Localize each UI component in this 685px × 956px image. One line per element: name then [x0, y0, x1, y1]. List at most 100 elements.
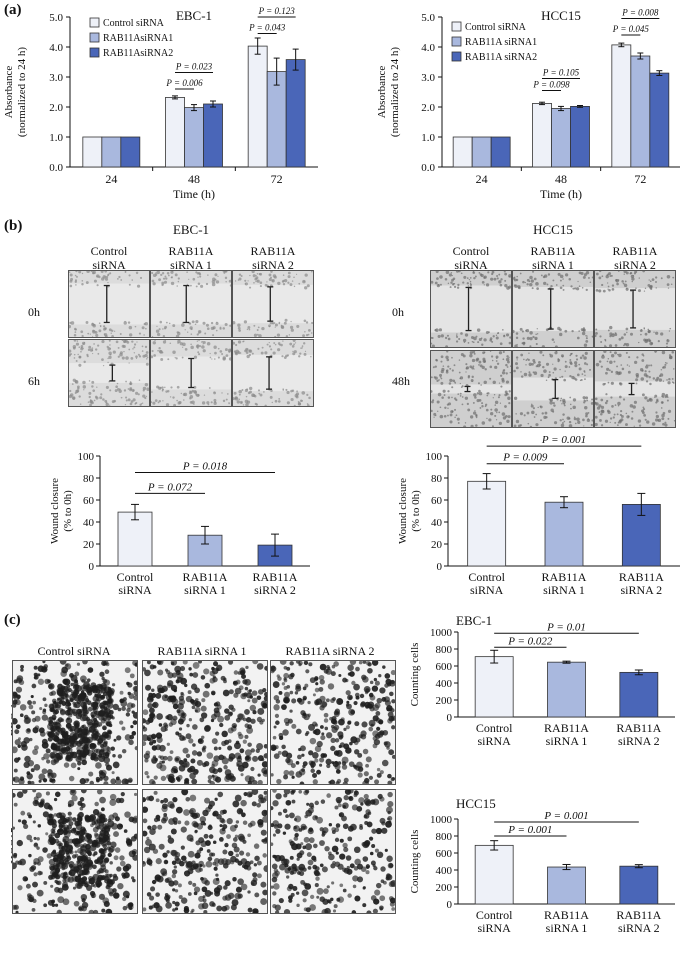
x-tick-label: RAB11A siRNA 1 [542, 570, 587, 597]
x-tick-label: 24 [105, 172, 117, 186]
y-tick-label: 2.0 [421, 102, 435, 114]
panel-b-label: (b) [4, 218, 23, 234]
wound-col-head-sirna1-ebc1: RAB11A siRNA 1 [168, 244, 214, 272]
wound-col-head-control-ebc1: Control siRNA [90, 244, 128, 272]
x-tick-label: 48 [555, 172, 567, 186]
bar [452, 136, 473, 168]
y-tick-label: 4.0 [49, 42, 63, 54]
legend-swatch [89, 32, 100, 43]
bar [285, 59, 306, 168]
invasion-image-ebc1-control [12, 660, 138, 785]
absorbance-chart-hcc15: HCC15 0.0 1.0 2.0 3.0 4.0 5.0 Absorbance (normal… [376, 8, 680, 201]
bar [490, 136, 511, 168]
x-tick-label: Control siRNA [476, 908, 513, 935]
y-tick-label: 400 [436, 865, 453, 877]
y-tick-label: 3.0 [421, 72, 435, 84]
y-tick-label: 0 [89, 561, 95, 573]
wound-image-hcc15-0h-2 [512, 270, 594, 348]
x-tick-label: RAB11A siRNA 2 [253, 570, 298, 597]
bar [117, 511, 153, 567]
y-tick-label: 1.0 [49, 132, 63, 144]
y-axis-label: Absorbance [376, 66, 388, 119]
x-tick-label: Control siRNA [476, 721, 513, 748]
wound-image-ebc1-6h-3 [232, 339, 314, 407]
p-value-label: P = 0.098 [532, 80, 570, 90]
y-axis-label: (% to 0h) [410, 490, 422, 532]
y-tick-label: 80 [431, 473, 443, 485]
x-tick-label: 48 [188, 172, 200, 186]
x-axis-label: Time (h) [173, 187, 215, 201]
absorbance-chart-ebc1: EBC-1 0.0 1.0 2.0 3.0 4.0 5.0 Absorbance (normal… [3, 6, 318, 201]
y-tick-label: 0 [447, 712, 453, 724]
y-tick-label: 1.0 [421, 132, 435, 144]
y-axis-label: Absorbance [3, 66, 15, 119]
bar [203, 103, 223, 168]
legend-label: RAB11AsiRNA2 [103, 48, 173, 59]
y-tick-label: 800 [436, 644, 453, 656]
y-tick-label: 200 [436, 882, 453, 894]
y-tick-label: 400 [436, 678, 453, 690]
p-value-label: P = 0.022 [507, 635, 553, 647]
bar [471, 136, 492, 168]
chart-title: EBC-1 [456, 613, 492, 628]
bar [547, 661, 586, 718]
y-tick-label: 2.0 [49, 102, 63, 114]
p-value-label: P = 0.123 [258, 6, 296, 16]
bar [619, 671, 659, 718]
wound-col-head-sirna2-ebc1: RAB11A siRNA 2 [250, 244, 296, 272]
bar [619, 865, 659, 905]
bar [184, 107, 204, 168]
x-tick-label: Control siRNA [117, 570, 154, 597]
wound-image-hcc15-48h-1 [430, 350, 512, 428]
y-tick-label: 60 [83, 495, 95, 507]
p-value-label: P = 0.023 [175, 62, 213, 72]
p-value-label: P = 0.01 [546, 621, 586, 633]
bar [474, 844, 514, 905]
p-value-label: P = 0.001 [543, 810, 588, 822]
invasion-col-head-sirna2: RAB11A siRNA 2 [285, 644, 375, 658]
wound-image-ebc1-0h-3 [232, 270, 314, 338]
wound-image-hcc15-48h-3 [594, 350, 676, 428]
legend-swatch [451, 51, 462, 62]
y-axis-label: Counting cells [409, 643, 421, 707]
wound-image-ebc1-0h-1 [68, 270, 150, 338]
bar [467, 480, 507, 567]
wound-col-head-sirna1-hcc15: RAB11A siRNA 1 [530, 244, 576, 272]
wound-row-head-6h-ebc1: 6h [28, 374, 40, 388]
y-axis-label: (normalized to 24 h) [16, 47, 28, 137]
panel-c-label: (c) [4, 612, 21, 628]
p-value-label: P = 0.045 [612, 24, 650, 34]
x-tick-label: RAB11A siRNA 2 [616, 721, 661, 748]
y-tick-label: 40 [83, 517, 95, 529]
bar [570, 106, 590, 168]
y-axis-label: Wound closure [397, 478, 409, 544]
legend-swatch [89, 47, 100, 58]
bar [82, 136, 103, 168]
wound-image-ebc1-0h-2 [150, 270, 232, 338]
y-tick-label: 1000 [430, 627, 453, 639]
x-tick-label: RAB11A siRNA 2 [616, 908, 661, 935]
wound-row-head-0h-hcc15: 0h [392, 305, 404, 319]
y-tick-label: 4.0 [421, 42, 435, 54]
panel-a-label: (a) [4, 2, 22, 18]
wound-closure-chart-hcc15: 0 20 40 60 80 100 Wound closure (% to 0h) Contro… [397, 434, 680, 597]
y-tick-label: 20 [83, 539, 95, 551]
invasion-col-head-control: Control siRNA [37, 644, 111, 658]
bar [649, 72, 670, 168]
wound-image-hcc15-0h-3 [594, 270, 676, 348]
x-tick-label: 72 [634, 172, 646, 186]
x-tick-label: Control siRNA [468, 570, 505, 597]
wound-title-ebc1: EBC-1 [172, 222, 210, 237]
x-tick-label: 24 [476, 172, 488, 186]
bar [544, 501, 584, 567]
bar [474, 656, 514, 718]
wound-col-head-control-hcc15: Control siRNA [452, 244, 490, 272]
y-axis-label: Wound closure [49, 478, 61, 544]
bar [247, 45, 268, 168]
legend-label: Control siRNA [103, 18, 165, 29]
bar [165, 97, 185, 168]
p-value-label: P = 0.105 [542, 68, 580, 78]
bar [547, 866, 586, 905]
wound-row-head-48h-hcc15: 48h [392, 374, 410, 388]
legend-swatch [89, 17, 100, 28]
